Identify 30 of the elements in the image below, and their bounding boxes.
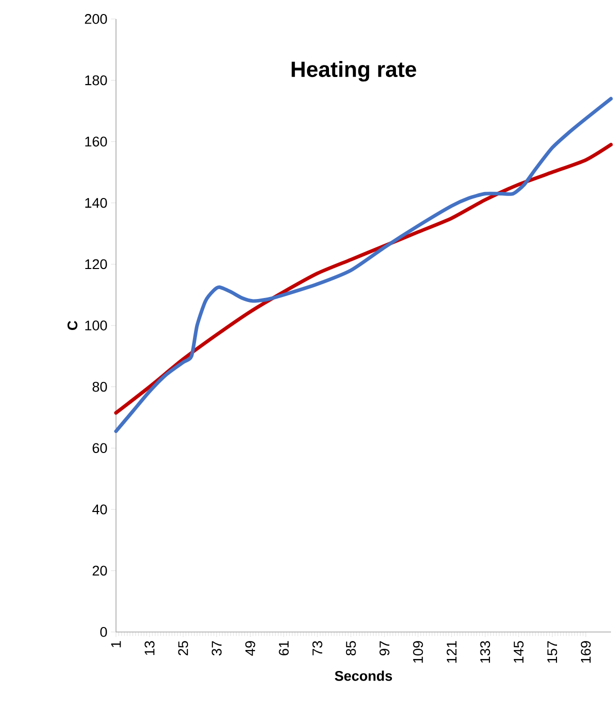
x-tick-label: 73 [312, 641, 322, 656]
y-tick-label: 60 [92, 443, 108, 454]
x-tick-label: 145 [514, 641, 524, 663]
x-tick-label: 133 [480, 641, 490, 663]
text: Heating rate [292, 60, 416, 82]
y-tick-label: 80 [92, 382, 108, 392]
x-tick-label: 109 [413, 641, 424, 663]
x-axis-title: Seconds [334, 670, 392, 681]
line-series [114, 96, 613, 434]
x-tick-label: 49 [245, 641, 256, 656]
x-tick-label: 37 [212, 641, 222, 656]
y-tick-label: 160 [85, 136, 108, 147]
x-tick-label: 121 [446, 641, 457, 663]
x-tick-label: 1 [111, 641, 121, 648]
y-tick-label: 40 [92, 504, 108, 514]
x-tick-label: 97 [380, 641, 390, 656]
x-tick-label: 85 [346, 641, 356, 656]
y-tick-label: 20 [92, 566, 108, 576]
x-tick-label: 157 [548, 641, 558, 663]
y-axis-title: C [68, 320, 78, 330]
x-tick-label: 25 [178, 641, 188, 656]
x-tick-label: 61 [278, 641, 289, 656]
y-tick-label: 180 [85, 75, 108, 86]
y-tick-label: 0 [100, 627, 108, 637]
y-tick-label: 120 [85, 259, 108, 270]
y-tick-label: 140 [85, 198, 108, 208]
y-tick-label: 100 [85, 320, 108, 330]
x-tick-label: 169 [580, 641, 591, 663]
x-tick-label: 13 [144, 641, 155, 655]
y-tick-label: 200 [85, 14, 108, 24]
